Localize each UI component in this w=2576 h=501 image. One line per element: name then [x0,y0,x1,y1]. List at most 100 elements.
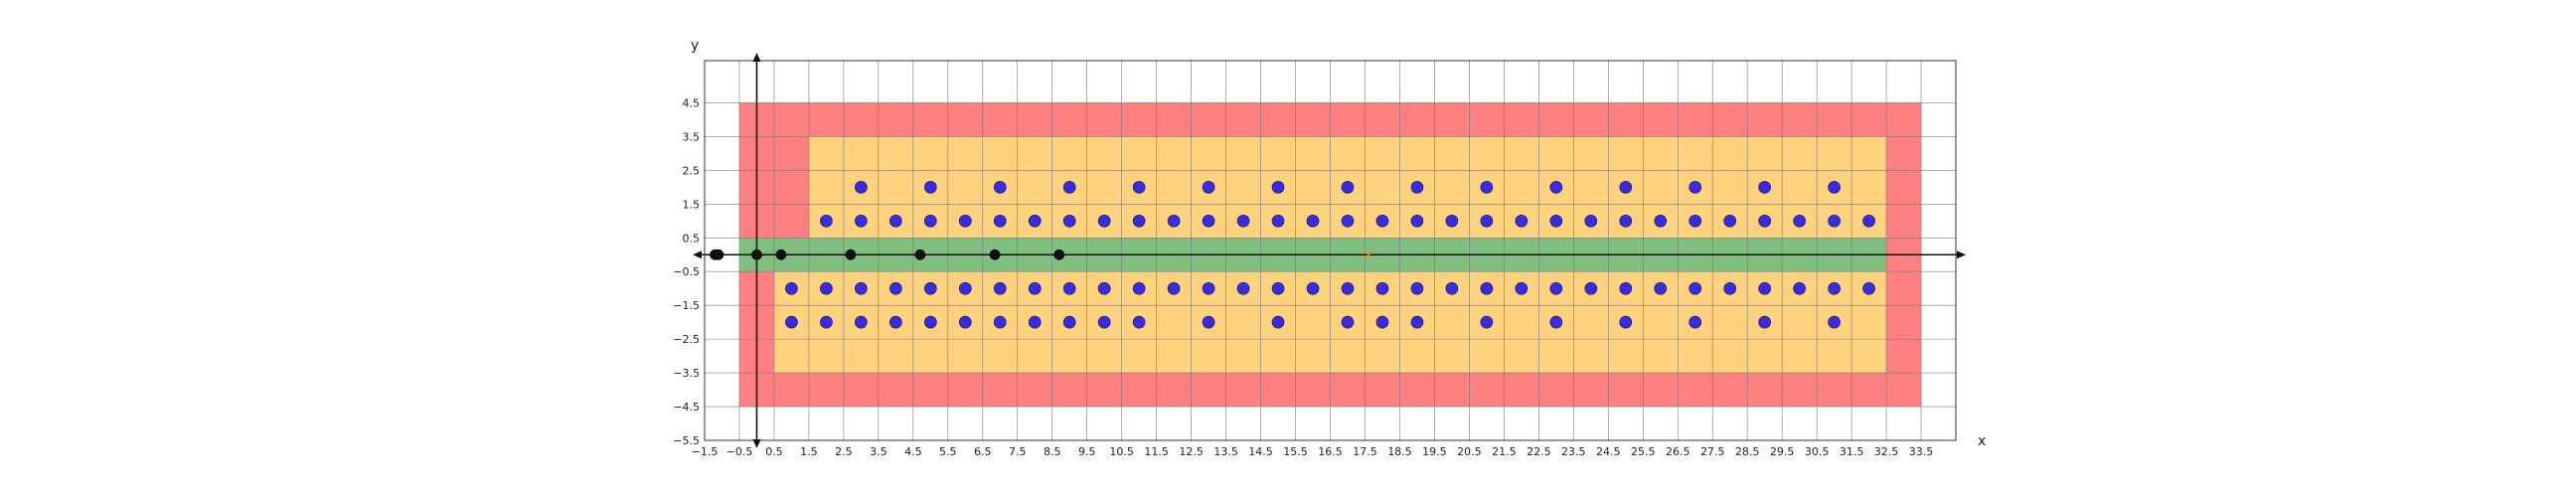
data-point [1202,214,1215,228]
data-point [1028,214,1042,228]
y-tick-label: −1.5 [673,299,700,312]
axis-point [914,249,926,260]
data-point [1375,315,1389,329]
data-point [1097,281,1111,295]
x-tick-label: 27.5 [1700,445,1725,458]
data-point [1549,281,1563,295]
axis-point [775,249,787,260]
data-point [1758,281,1772,295]
data-point [1097,214,1111,228]
y-tick-label: 3.5 [683,130,701,143]
data-point [1689,180,1702,194]
data-point [1480,315,1494,329]
y-tick-label: 4.5 [683,96,701,109]
x-tick-label: 25.5 [1631,445,1656,458]
x-tick-labels: −1.5 −0.5 0.5 1.5 2.5 3.5 4.5 5.5 6.5 7.5 8.5 9.5 10… [692,445,1934,458]
data-point [1619,214,1633,228]
data-point [993,214,1007,228]
y-tick-label: −3.5 [673,367,700,380]
x-tick-label: 3.5 [870,445,887,458]
data-point [1619,281,1633,295]
data-point [1793,214,1806,228]
data-point [1619,180,1633,194]
x-tick-label: 17.5 [1353,445,1377,458]
data-point [1271,315,1285,329]
data-point [1445,214,1459,228]
x-tick-label: 20.5 [1457,445,1482,458]
x-tick-label: 10.5 [1109,445,1134,458]
y-axis-arrow-up [752,53,761,62]
data-point [993,281,1007,295]
data-point [1132,315,1146,329]
x-tick-label: 14.5 [1248,445,1273,458]
x-tick-label: 6.5 [974,445,992,458]
data-point [1341,281,1355,295]
x-tick-label: 23.5 [1561,445,1586,458]
x-axis-label: x [1978,433,1986,449]
data-point [1341,214,1355,228]
data-point [820,281,833,295]
data-point [1549,315,1563,329]
data-point [1828,281,1841,295]
data-point [1758,214,1772,228]
x-tick-label: 15.5 [1283,445,1308,458]
data-point [1758,180,1772,194]
data-point [888,315,902,329]
x-axis-arrow-left [693,250,702,259]
data-point [1271,180,1285,194]
x-tick-label: 13.5 [1213,445,1238,458]
data-point [923,281,937,295]
data-point [820,214,833,228]
data-point [1167,214,1181,228]
x-tick-label: 8.5 [1044,445,1061,458]
x-axis-arrow-right [1957,250,1966,259]
x-tick-label: 1.5 [800,445,818,458]
data-point [1480,281,1494,295]
data-point [1028,315,1042,329]
data-point [1202,180,1215,194]
data-point [1689,315,1702,329]
axis-point [989,249,1001,260]
y-tick-label: 2.5 [683,164,701,177]
data-point [993,180,1007,194]
data-point [1584,281,1598,295]
data-point [1341,180,1355,194]
data-point [1306,214,1320,228]
data-point [1619,315,1633,329]
x-tick-label: 18.5 [1387,445,1412,458]
x-tick-label: 2.5 [835,445,853,458]
x-tick-label: 26.5 [1666,445,1690,458]
y-tick-labels: −5.5 −4.5 −3.5 −2.5 −1.5 −0.5 0.5 1.5 2.5 3.5 4.5 [673,96,700,447]
data-point [1515,281,1529,295]
data-point [1654,214,1668,228]
data-point [888,214,902,228]
data-point [1828,180,1841,194]
data-point [923,180,937,194]
marker-x [1365,250,1372,258]
data-points-layer [710,180,1875,329]
data-point [1654,281,1668,295]
axis-point [845,249,857,260]
data-point [785,315,798,329]
data-point [923,214,937,228]
data-point [958,281,972,295]
x-tick-label: 33.5 [1909,445,1934,458]
x-tick-label: 31.5 [1840,445,1864,458]
x-tick-label: 30.5 [1805,445,1830,458]
x-tick-label: 5.5 [939,445,957,458]
data-point [1480,214,1494,228]
data-point [1132,180,1146,194]
data-point [1271,214,1285,228]
plot-frame [704,60,1957,441]
data-point [820,315,833,329]
x-tick-label: 9.5 [1078,445,1096,458]
data-point [1828,214,1841,228]
data-point [1549,214,1563,228]
data-point [1132,214,1146,228]
data-point [1723,281,1737,295]
data-point [1515,214,1529,228]
data-point [1862,281,1875,295]
data-point [1271,281,1285,295]
